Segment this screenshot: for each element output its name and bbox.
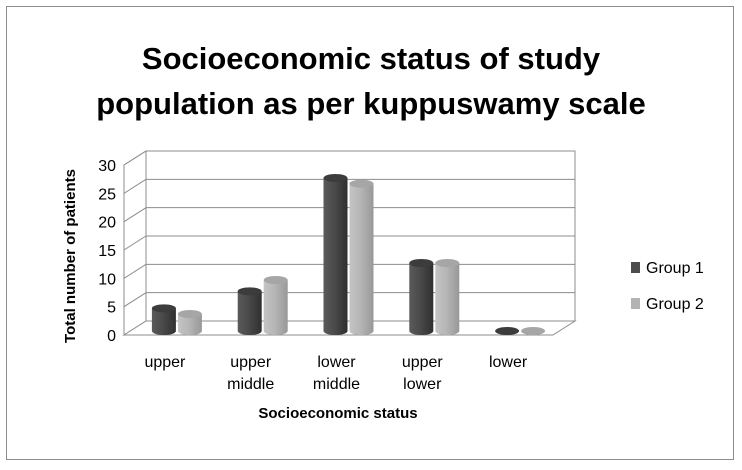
bar-body — [177, 314, 202, 335]
chart-title-line-1: Socioeconomic status of study — [141, 41, 601, 76]
bar — [151, 304, 176, 335]
bar-top — [521, 327, 546, 335]
bar — [349, 179, 374, 335]
x-tick-label: upper lower — [402, 354, 444, 393]
bar — [177, 310, 202, 335]
bar-body — [263, 280, 288, 335]
bar — [521, 327, 546, 335]
x-tick-label: upper — [144, 354, 186, 371]
y-tick-label: 25 — [98, 186, 116, 203]
bar — [237, 287, 262, 336]
bar — [409, 259, 434, 335]
gridline-side — [123, 178, 147, 194]
x-tick-label-line: upper — [144, 354, 186, 371]
bar — [435, 259, 460, 335]
gridline-side — [123, 207, 147, 223]
bar-top — [237, 287, 262, 296]
x-tick-label: lower middle — [313, 354, 360, 393]
bar-body — [237, 291, 262, 336]
x-tick-label-line: upper — [402, 354, 444, 371]
bar — [263, 276, 288, 335]
bar-top — [409, 259, 434, 267]
gridline-side — [123, 292, 147, 308]
x-tick-label-line: lower — [489, 354, 528, 371]
x-tick-label-line: upper — [230, 354, 272, 371]
y-tick-label: 20 — [98, 215, 116, 232]
chart-title: Socioeconomic status of study population… — [0, 36, 742, 126]
gridline-side — [123, 263, 147, 279]
gridline-side — [123, 235, 147, 251]
x-tick-label: upper middle — [227, 354, 274, 393]
bar — [495, 327, 520, 335]
bar-top — [151, 304, 176, 313]
bar-body — [435, 263, 460, 335]
legend-label: Group 2 — [646, 296, 704, 313]
y-tick-label: 30 — [98, 158, 116, 175]
legend-swatch — [631, 298, 640, 309]
bar-body — [349, 183, 374, 335]
x-tick-label-line: lower — [317, 354, 356, 371]
x-axis-title: Socioeconomic status — [258, 405, 417, 422]
x-tick-label-line: lower — [403, 376, 442, 393]
y-tick-label: 5 — [107, 300, 116, 317]
bar-top — [263, 276, 288, 284]
legend-label: Group 1 — [646, 260, 704, 277]
x-tick-label-line: middle — [227, 376, 274, 393]
gridline-side — [123, 150, 147, 166]
bar-body — [151, 308, 176, 335]
bars-layer — [151, 174, 546, 336]
chart-title-line-2: population as per kuppuswamy scale — [96, 86, 646, 121]
bar-top — [323, 174, 348, 182]
bar-top — [177, 310, 202, 318]
x-tick-label-line: middle — [313, 376, 360, 393]
y-axis-title: Total number of patients — [62, 169, 79, 343]
legend-swatch — [631, 262, 640, 273]
bar — [323, 174, 348, 335]
bar-top — [435, 259, 460, 267]
bar-top — [495, 327, 520, 335]
x-tick-label: lower — [489, 354, 528, 371]
bar-body — [323, 178, 348, 335]
bar-top — [349, 179, 374, 188]
legend: Group 1 Group 2 — [631, 260, 704, 313]
y-tick-label: 15 — [98, 243, 116, 260]
y-tick-label: 10 — [98, 271, 116, 288]
bar-body — [409, 263, 434, 335]
y-tick-label: 0 — [107, 328, 116, 345]
